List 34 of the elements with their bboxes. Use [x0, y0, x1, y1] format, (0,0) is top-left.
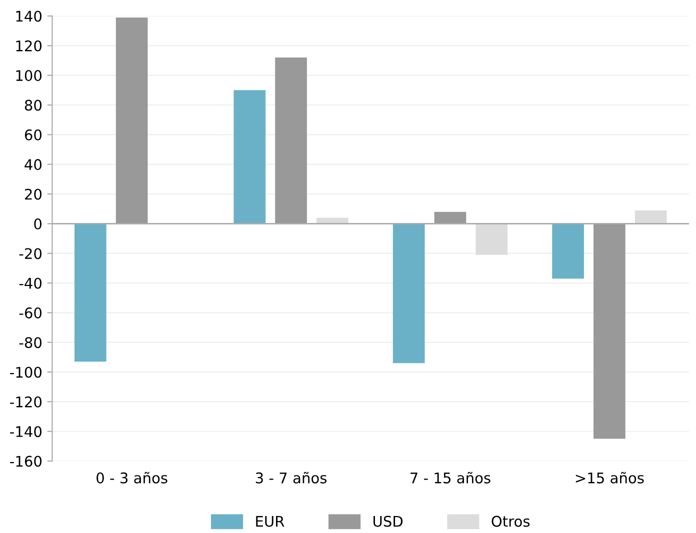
- y-tick-label: 120: [16, 40, 42, 52]
- bar: [594, 224, 626, 439]
- bar: [434, 212, 466, 224]
- y-tick-label: -120: [10, 396, 42, 408]
- x-tick-label: >15 años: [576, 472, 644, 484]
- legend-label: USD: [374, 516, 403, 527]
- x-tick-label: 7 - 15 años: [410, 472, 490, 484]
- bar: [275, 58, 307, 224]
- bar: [634, 210, 667, 224]
- x-tick-label: 0 - 3 años: [96, 472, 168, 484]
- y-tick-label: -140: [10, 426, 42, 438]
- bar: [552, 224, 584, 279]
- bar: [116, 17, 148, 224]
- bar: [392, 224, 425, 364]
- y-tick-label: 140: [16, 10, 42, 22]
- y-tick-label: 100: [16, 70, 42, 82]
- y-tick-label: 60: [24, 129, 42, 140]
- y-tick-label: -80: [19, 337, 42, 348]
- y-tick-label: -60: [19, 307, 42, 318]
- x-tick-label: 3 - 7 años: [256, 472, 327, 484]
- y-tick-label: 40: [24, 159, 42, 170]
- y-tick-label: -20: [19, 248, 42, 260]
- y-tick-label: -100: [10, 366, 42, 378]
- y-tick-label: 80: [24, 100, 42, 111]
- y-tick-label: 20: [24, 188, 42, 200]
- y-tick-label: -160: [10, 456, 42, 467]
- legend-label: EUR: [256, 516, 284, 527]
- bar: [74, 224, 106, 362]
- bar: [476, 224, 508, 255]
- bar: [316, 218, 348, 224]
- legend-label: Otros: [492, 516, 530, 527]
- y-tick-label: -40: [19, 278, 42, 289]
- y-tick-label: 0: [34, 218, 42, 230]
- bar: [234, 90, 266, 224]
